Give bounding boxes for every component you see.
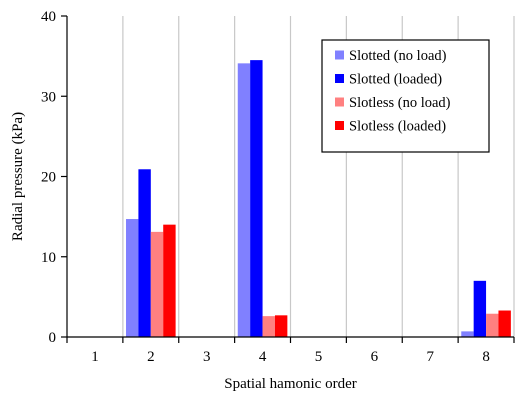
y-tick-label: 0: [49, 330, 57, 346]
legend-swatch: [335, 97, 344, 107]
bar-2-4: [250, 60, 263, 337]
x-tick-label: 4: [259, 349, 267, 365]
bars: [126, 60, 511, 337]
bar-4-2: [163, 224, 176, 337]
tick-labels: 0 10 20 30 40 1 2 3 4 5 6 7 8: [41, 9, 515, 365]
bar-3-8: [486, 313, 499, 337]
bar-2-2: [138, 169, 151, 337]
bar-1-4: [237, 63, 251, 337]
legend: Slotted (no load) Slotted (loaded) Slotles…: [321, 39, 490, 153]
bar-3-2: [150, 231, 164, 337]
y-tick-label: 30: [41, 89, 56, 105]
legend-label: Slotted (no load): [349, 48, 447, 64]
y-tick-label: 10: [41, 250, 56, 266]
legend-swatch: [335, 121, 344, 130]
x-tick-label: 7: [426, 349, 434, 365]
x-tick-label: 2: [147, 349, 155, 365]
legend-swatch: [335, 50, 344, 60]
x-tick-label: 1: [91, 349, 99, 365]
x-tick-label: 3: [203, 349, 211, 365]
bar-4-8: [498, 310, 511, 337]
bar-3-4: [262, 316, 275, 337]
bar-4-4: [274, 315, 288, 337]
legend-swatch: [335, 74, 344, 83]
bar-2-8: [473, 280, 487, 337]
legend-box: [321, 39, 490, 153]
y-axis-title: Radial pressure (kPa): [10, 112, 26, 241]
legend-label: Slotted (loaded): [349, 72, 442, 88]
bar-1-8: [461, 331, 474, 337]
y-tick-label: 20: [41, 170, 56, 186]
y-tick-label: 40: [41, 9, 56, 25]
x-tick-label: 5: [315, 349, 323, 365]
legend-label: Slotless (no load): [349, 95, 451, 111]
legend-label: Slotless (loaded): [349, 119, 446, 135]
x-tick-label: 8: [482, 349, 490, 365]
bar-1-2: [126, 219, 139, 337]
x-tick-label: 6: [371, 349, 379, 365]
x-axis-title: Spatial hamonic order: [224, 376, 356, 392]
